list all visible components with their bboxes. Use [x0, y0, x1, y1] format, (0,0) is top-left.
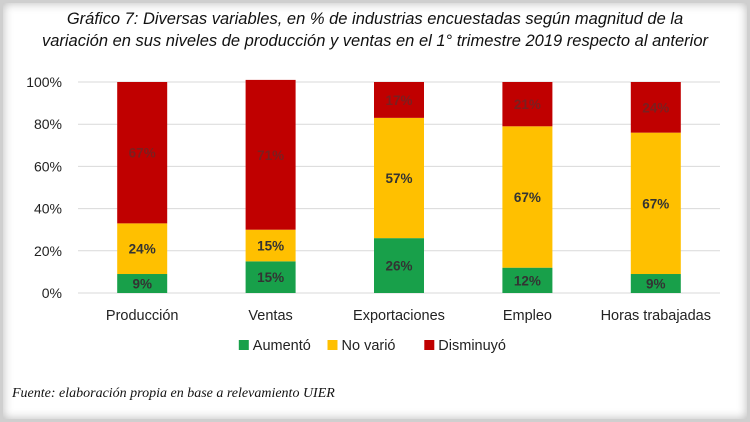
bar-segment [502, 126, 553, 268]
x-tick-label: Producción [106, 308, 179, 324]
y-tick-label: 0% [42, 285, 62, 301]
chart-title-line-1: Gráfico 7: Diversas variables, en % de i… [66, 10, 684, 28]
data-label: 17% [385, 93, 412, 108]
x-tick-label: Empleo [503, 308, 552, 324]
y-tick-label: 20% [34, 243, 62, 259]
legend-label: Disminuyó [438, 338, 506, 354]
bar-segment [502, 267, 553, 293]
legend-swatch [238, 340, 249, 350]
bar-segment [374, 238, 424, 293]
data-label: 67% [129, 146, 156, 161]
data-label: 57% [385, 171, 412, 186]
data-label: 15% [257, 270, 284, 285]
x-tick-label: Ventas [248, 308, 292, 324]
data-label: 26% [385, 259, 412, 274]
data-label: 67% [642, 196, 669, 211]
y-tick-label: 80% [34, 116, 62, 132]
y-tick-label: 100% [26, 74, 62, 90]
data-label: 15% [257, 239, 284, 254]
bar-segment [245, 229, 296, 262]
bar-segment [374, 82, 424, 118]
bar-segment [117, 274, 168, 293]
data-label: 24% [642, 100, 669, 115]
bar-segment [630, 82, 681, 133]
data-label: 12% [514, 273, 541, 288]
source-note: Fuente: elaboración propia en base a rel… [12, 386, 335, 401]
legend-label: Aumentó [253, 338, 311, 354]
bar-segment [117, 82, 168, 224]
bar-segment [374, 117, 424, 239]
x-tick-label: Horas trabajadas [601, 308, 711, 324]
bar-segment [630, 132, 681, 275]
bar-segment [502, 82, 553, 127]
chart-title: Gráfico 7: Diversas variables, en % de i… [10, 8, 740, 52]
bar-segment [630, 274, 681, 293]
legend-swatch [327, 340, 338, 350]
legend-label: No varió [342, 338, 396, 354]
y-tick-label: 40% [34, 201, 62, 217]
bar-segment [245, 261, 296, 293]
data-label: 9% [132, 277, 152, 292]
y-tick-label: 60% [34, 158, 62, 174]
bar-segment [117, 223, 168, 275]
data-label: 24% [129, 242, 156, 257]
x-tick-label: Exportaciones [353, 308, 445, 324]
data-label: 9% [646, 277, 666, 292]
data-label: 71% [257, 148, 284, 163]
chart-title-line-2: variación en sus niveles de producción y… [41, 32, 709, 50]
data-label: 21% [514, 97, 541, 112]
bar-segment [245, 79, 296, 230]
legend-swatch [424, 340, 435, 350]
data-label: 67% [514, 190, 541, 205]
